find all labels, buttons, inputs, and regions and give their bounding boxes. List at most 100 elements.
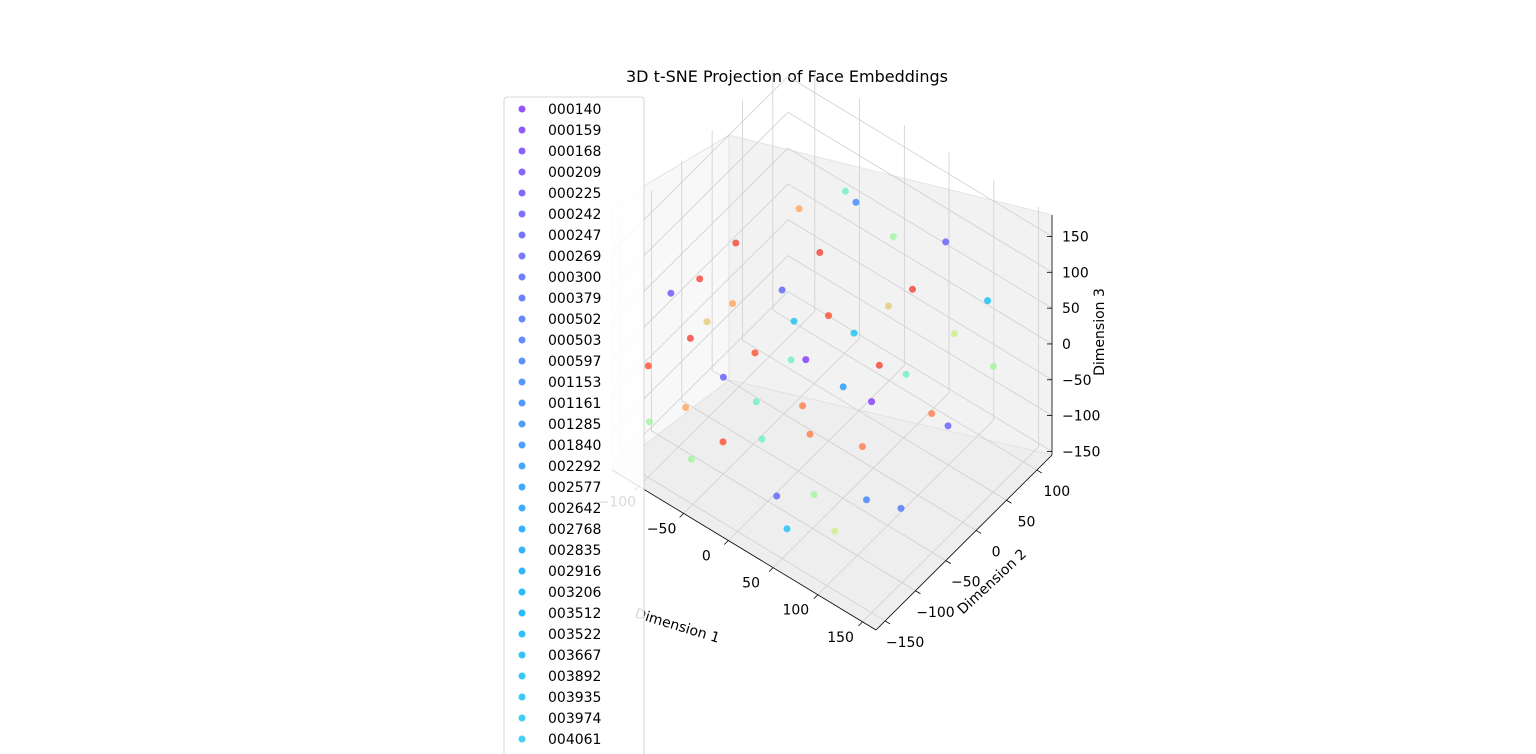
y-tick-mark: [945, 560, 951, 564]
scatter-point: [810, 491, 818, 499]
legend-marker: [518, 399, 526, 407]
scatter-point: [841, 187, 849, 195]
legend-marker: [518, 315, 526, 323]
scatter-point: [802, 356, 810, 364]
legend-marker: [518, 273, 526, 281]
legend-entry-label: 000269: [548, 249, 601, 265]
scatter-point: [799, 402, 807, 410]
x-tick-mark: [813, 594, 819, 600]
legend-entry-label: 000140: [548, 102, 601, 118]
scatter-point: [752, 398, 760, 406]
scatter-point: [778, 286, 786, 294]
legend-entry-label: 000300: [548, 270, 601, 286]
legend-entry-label: 000168: [548, 144, 601, 160]
legend-entry-label: 000159: [548, 123, 601, 139]
scatter-point: [839, 383, 847, 391]
x-tick-mark: [724, 540, 729, 545]
legend-entry-label: 002642: [548, 501, 601, 517]
legend-entry-label: 002835: [548, 543, 601, 559]
legend-entry-label: 000502: [548, 312, 601, 328]
x-tick-label: 100: [782, 603, 809, 619]
z-grid-right: [787, 111, 1053, 273]
legend-entry-label: 003522: [548, 627, 601, 643]
scatter-point: [667, 289, 675, 297]
legend-marker: [518, 651, 526, 659]
legend-entry-label: 003667: [548, 648, 601, 664]
scatter-point: [646, 418, 653, 426]
scatter-point: [696, 275, 704, 283]
z-grid-right: [787, 183, 1053, 345]
z-tick-label: −50: [1062, 373, 1092, 389]
scatter-point: [852, 198, 860, 206]
legend-box: [503, 96, 645, 754]
scatter-point: [758, 435, 766, 443]
scatter-point: [889, 233, 897, 241]
scatter-point: [868, 398, 876, 406]
scatter-point: [682, 404, 690, 411]
legend-marker: [518, 378, 526, 386]
y-grid-floor: [711, 370, 977, 531]
z-tick-label: −100: [1062, 409, 1100, 425]
scatter-point: [825, 312, 832, 320]
legend-marker: [518, 252, 526, 260]
y-grid-floor: [651, 430, 916, 592]
legend-marker: [518, 105, 526, 113]
legend-marker: [518, 210, 526, 218]
x-grid-floor: [862, 446, 1039, 623]
z-grid-right: [787, 255, 1053, 416]
z-ticks: −150 −100 −50 0 50 100 150: [1047, 229, 1100, 460]
y-tick-mark: [915, 590, 921, 595]
scatter-point: [816, 249, 824, 256]
scatter-point: [790, 317, 798, 325]
legend-entry-label: 000379: [548, 291, 601, 307]
legend-entry-label: 000225: [548, 186, 601, 202]
y-grid-floor: [772, 309, 1038, 471]
legend-marker: [518, 441, 526, 449]
z-tick-label: 50: [1062, 301, 1080, 317]
x-grid-floor: [772, 392, 950, 568]
x-axis-label: Dimension 1: [633, 606, 722, 647]
scatter-point: [806, 430, 814, 438]
z-tick-label: 100: [1062, 265, 1089, 281]
legend-entry-label: 002577: [548, 480, 601, 496]
x-tick-mark: [858, 621, 863, 627]
y-grid-floor: [681, 400, 947, 561]
legend-marker: [518, 147, 526, 155]
y-tick-mark: [1036, 469, 1043, 474]
legend-entry-label: 000247: [548, 228, 601, 244]
legend-marker: [518, 336, 526, 344]
legend-marker: [518, 735, 526, 743]
legend-entry-label: 004061: [548, 732, 601, 748]
z-grid-right: [787, 291, 1053, 452]
legend-entry-label: 002916: [548, 564, 602, 580]
legend-marker: [518, 357, 526, 365]
legend-entry-label: 003974: [548, 711, 602, 727]
y-tick-label: 0: [992, 544, 1001, 560]
y-tick-mark: [884, 620, 891, 625]
scatter-point: [897, 504, 905, 512]
y-tick-mark: [975, 530, 982, 534]
scatter-point: [863, 496, 870, 504]
legend-entry-label: 002768: [548, 522, 601, 538]
legend-marker: [518, 567, 526, 575]
scatter-point: [858, 443, 866, 451]
scatter-point: [885, 302, 892, 310]
x-tick-mark: [768, 567, 774, 572]
y-tick-label: −100: [916, 605, 954, 621]
z-tick-label: −150: [1062, 444, 1100, 460]
legend-marker: [518, 672, 526, 680]
x-tick-label: 0: [702, 549, 711, 565]
z-tick-label: 150: [1062, 229, 1089, 245]
legend-entry-label: 000597: [548, 354, 601, 370]
axis-lines: [611, 215, 1053, 631]
scatter-point: [787, 356, 795, 364]
z-grid-right: [787, 76, 1053, 237]
legend-entry-label: 003512: [548, 606, 601, 622]
scatter-point: [831, 527, 839, 535]
y-tick-label: 100: [1043, 484, 1070, 500]
scatter-point: [902, 370, 910, 378]
scatter-point: [751, 349, 759, 357]
x-grid-floor: [638, 310, 816, 487]
scatter-point: [944, 422, 952, 430]
